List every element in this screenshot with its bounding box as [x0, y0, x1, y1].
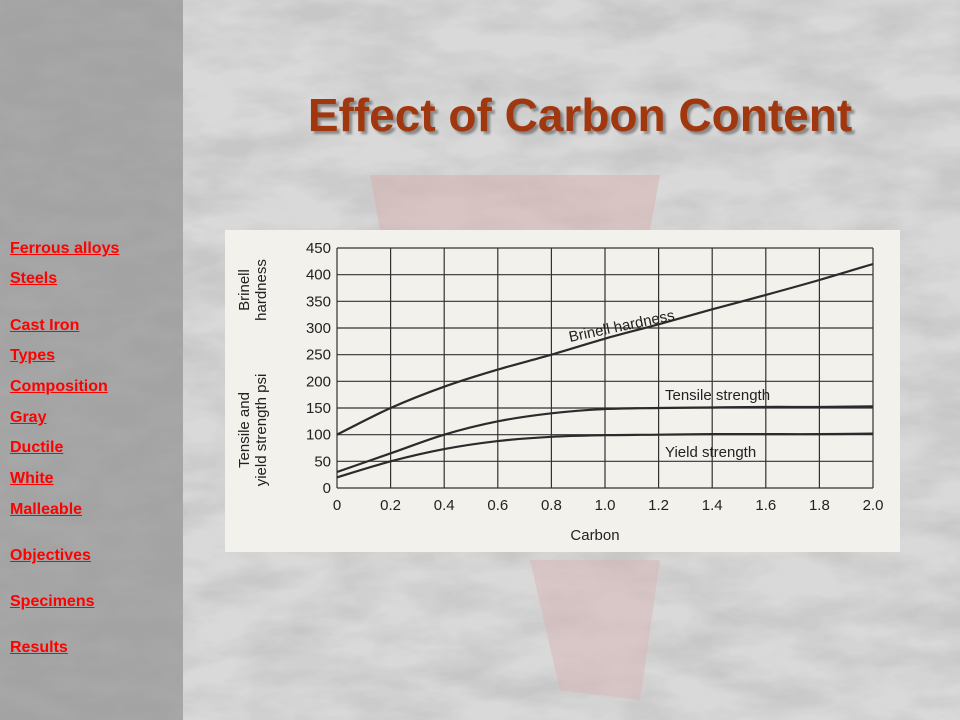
x-tick-label: 0.4	[434, 497, 455, 514]
x-tick-label: 1.4	[702, 497, 723, 514]
series-label-yield-strength: Yield strength	[665, 444, 756, 461]
nav-item-objectives[interactable]: Objectives	[10, 547, 91, 565]
x-tick-label: 1.8	[809, 497, 830, 514]
series-line-brinell-hardness	[336, 262, 874, 436]
y-tick-label: 450	[306, 240, 331, 257]
nav-item-ferrous-alloys[interactable]: Ferrous alloys	[10, 240, 119, 258]
nav-item-malleable[interactable]: Malleable	[10, 501, 82, 519]
nav-link[interactable]: Gray	[10, 409, 47, 426]
y-tick-labels: 0 50 100 150 200 250 300 350 400 450	[306, 240, 331, 497]
nav-item-cast-iron[interactable]: Cast Iron	[10, 317, 79, 335]
nav-item-composition[interactable]: Composition	[10, 378, 108, 396]
nav-link[interactable]: Cast Iron	[10, 317, 80, 334]
x-tick-label: 1.0	[595, 497, 616, 514]
y-axis-label-top-line2: hardness	[253, 259, 270, 321]
nav-item-ductile[interactable]: Ductile	[10, 439, 63, 457]
y-tick-label: 50	[314, 453, 331, 470]
x-tick-label: 0.2	[380, 497, 401, 514]
x-tick-label: 1.2	[648, 497, 669, 514]
nav-item-results[interactable]: Results	[10, 639, 68, 657]
y-tick-label: 150	[306, 400, 331, 417]
emblem-shape	[370, 175, 660, 230]
y-tick-label: 300	[306, 320, 331, 337]
series-line-tensile-strength	[336, 405, 874, 474]
y-tick-label: 0	[323, 480, 331, 497]
y-axis-label-top-line1: Brinell	[236, 269, 253, 311]
nav-item-steels[interactable]: Steels	[10, 270, 57, 288]
series-line-yield-strength	[336, 432, 874, 479]
series-label-brinell-hardness: Brinell hardness	[567, 307, 676, 346]
sidebar-texture	[0, 0, 183, 720]
sidebar: Ferrous alloys Steels Cast Iron Types Co…	[0, 0, 183, 720]
chart-panel: 0 0.2 0.4 0.6 0.8 1.0 1.2 1.4 1.6 1.8 2.0 0 50 100 15…	[225, 230, 900, 552]
x-tick-label: 1.6	[755, 497, 776, 514]
nav-link[interactable]: Ferrous alloys	[10, 240, 120, 257]
nav-link[interactable]: Composition	[10, 378, 108, 395]
nav-item-types[interactable]: Types	[10, 347, 55, 365]
y-axis-label-top: Brinell hardness	[236, 259, 270, 321]
y-tick-label: 350	[306, 293, 331, 310]
nav-link[interactable]: Results	[10, 639, 68, 656]
y-axis-label-bottom-line2: yield strength psi	[253, 374, 270, 487]
nav-link[interactable]: Steels	[10, 270, 58, 287]
x-tick-label: 2.0	[863, 497, 884, 514]
chart-grid	[336, 247, 874, 489]
y-axis-label-bottom-line1: Tensile and	[236, 392, 253, 468]
x-tick-labels: 0 0.2 0.4 0.6 0.8 1.0 1.2 1.4 1.6 1.8 2.0	[333, 497, 884, 514]
nav-link[interactable]: Types	[10, 347, 56, 364]
emblem-shape	[530, 560, 660, 700]
series-label-tensile-strength: Tensile strength	[665, 387, 770, 404]
page-title: Effect of Carbon Content	[307, 89, 853, 141]
nav-link[interactable]: Malleable	[10, 501, 83, 518]
nav-link[interactable]: Ductile	[10, 439, 64, 456]
carbon-content-chart: 0 0.2 0.4 0.6 0.8 1.0 1.2 1.4 1.6 1.8 2.0 0 50 100 15…	[236, 240, 884, 544]
y-tick-label: 400	[306, 267, 331, 284]
nav-link[interactable]: Objectives	[10, 547, 91, 564]
nav-item-specimens[interactable]: Specimens	[10, 593, 94, 611]
x-tick-label: 0.8	[541, 497, 562, 514]
chart-series	[336, 262, 874, 479]
nav-item-gray[interactable]: Gray	[10, 409, 46, 427]
nav-item-white[interactable]: White	[10, 470, 54, 488]
x-tick-label: 0	[333, 497, 341, 514]
y-tick-label: 100	[306, 427, 331, 444]
y-tick-label: 250	[306, 347, 331, 364]
y-axis-label-bottom: Tensile and yield strength psi	[236, 374, 270, 487]
x-tick-label: 0.6	[487, 497, 508, 514]
nav-link[interactable]: White	[10, 470, 54, 487]
y-tick-label: 200	[306, 373, 331, 390]
x-axis-label: Carbon	[570, 527, 619, 544]
nav-link[interactable]: Specimens	[10, 593, 95, 610]
